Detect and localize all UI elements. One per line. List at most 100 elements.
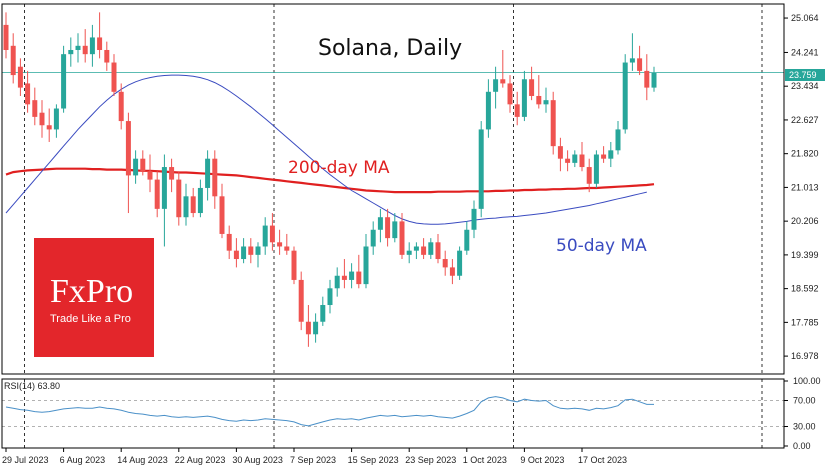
candle-21 [154,171,160,218]
candle-body-14 [104,49,110,63]
candle-31 [226,225,232,260]
candle-67 [485,79,491,138]
candle-body-33 [241,246,247,260]
candle-body-85 [615,129,621,151]
candle-body-54 [392,221,398,239]
candle-body-38 [277,242,283,247]
candle-79 [572,150,578,168]
candle-73 [529,66,535,101]
x-tick-label-8: 1 Oct 2023 [463,455,507,465]
candle-53 [385,208,391,247]
x-tick-label-2: 14 Aug 2023 [117,455,168,465]
candle-body-20 [147,171,153,180]
candle-19 [140,150,146,176]
candle-body-70 [507,83,513,105]
candle-71 [514,91,520,126]
candle-72 [521,70,527,122]
candle-body-18 [133,158,139,176]
candle-65 [471,200,477,239]
main-panel-frame [1,3,785,375]
candle-87 [629,33,635,71]
candle-body-39 [284,246,290,251]
candle-body-81 [586,167,592,184]
candle-24 [176,171,182,226]
y-tick-label-7: 19.399 [791,250,819,260]
candle-body-36 [262,225,268,247]
candle-84 [608,141,614,168]
candle-body-13 [97,37,103,50]
candle-body-44 [320,305,326,322]
candle-26 [190,187,196,218]
rsi-line [5,396,654,427]
rsi-tick-label-1: 70.00 [793,396,816,406]
candle-76 [550,91,556,155]
candle-body-41 [298,279,304,322]
rsi-panel [2,396,784,427]
candle-body-74 [536,95,542,105]
candle-body-80 [579,154,585,168]
x-tick-label-3: 22 Aug 2023 [175,455,226,465]
candle-body-82 [593,154,599,184]
candle-12 [89,24,95,67]
candle-body-15 [111,62,117,92]
x-tick-label-6: 15 Sep 2023 [348,455,399,465]
candle-15 [111,54,117,96]
candle-body-4 [32,100,38,117]
candle-body-34 [248,246,254,255]
candle-body-43 [313,321,319,335]
ma50-line [5,74,647,225]
candle-body-22 [161,167,167,209]
candle-body-3 [25,83,31,105]
candle-50 [363,233,369,289]
candle-body-48 [349,271,355,280]
candle-25 [183,183,189,226]
candle-66 [478,121,484,218]
y-tick-label-5: 21.013 [791,182,819,192]
candle-body-29 [212,158,218,197]
candle-5 [39,100,45,138]
rsi-tick-label-3: 0.00 [793,441,811,451]
candle-body-50 [363,246,369,285]
logo-background [34,238,154,357]
candle-89 [644,54,650,101]
candle-body-52 [377,217,383,230]
candle-11 [82,29,88,63]
candle-3 [25,70,31,113]
candle-38 [277,229,283,255]
candle-42 [305,305,311,347]
candle-51 [370,221,376,255]
candle-18 [133,150,139,184]
candle-body-60 [435,242,441,260]
candle-46 [334,267,340,297]
candle-10 [75,33,81,63]
y-tick-label-2: 23.434 [791,81,819,91]
candle-body-28 [205,158,211,188]
candle-body-55 [399,221,405,255]
candle-52 [377,208,383,243]
candle-27 [197,179,203,218]
candle-22 [161,154,167,247]
candle-58 [421,238,427,260]
candle-body-26 [190,196,196,214]
candle-0 [3,12,9,59]
candle-body-75 [543,100,549,105]
candle-body-11 [82,45,88,55]
candle-35 [255,242,261,268]
candle-17 [125,112,131,214]
ma50-label: 50-day MA [556,236,647,256]
candle-45 [327,279,333,314]
x-tick-label-10: 17 Oct 2023 [578,455,627,465]
candle-33 [241,238,247,264]
candle-82 [593,150,599,188]
candle-body-64 [464,229,470,251]
candle-body-59 [428,242,434,255]
candle-77 [557,137,563,172]
candle-body-88 [637,58,643,71]
candle-59 [428,238,434,260]
candle-14 [104,41,110,71]
candle-body-51 [370,229,376,247]
candle-body-53 [385,217,391,239]
candle-body-37 [269,225,275,243]
axes: 25.064 24.241 23.434 22.627 21.820 21.013 20.2… [1,3,821,465]
chart-title: Solana, Daily [318,36,462,61]
